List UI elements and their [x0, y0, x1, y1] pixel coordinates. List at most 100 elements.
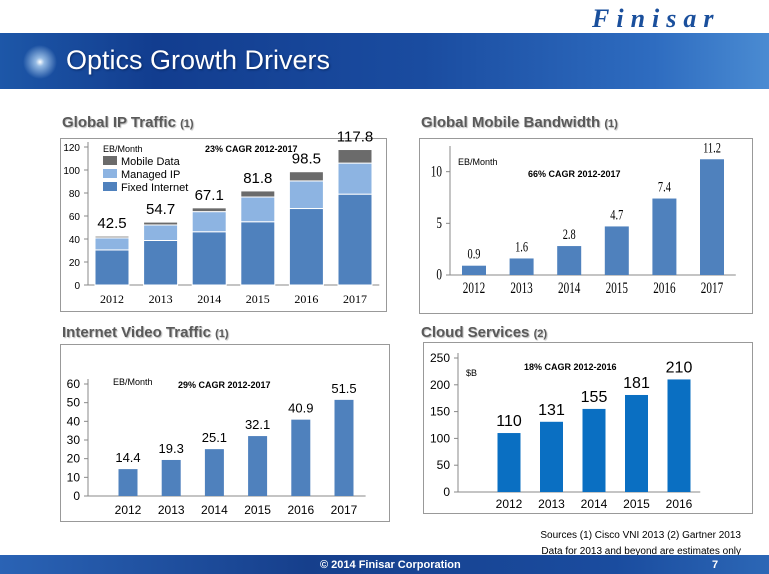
- cloud-value-label: 155: [581, 389, 608, 406]
- ip-bar-managed-ip: [191, 211, 227, 233]
- cloud-bar: [582, 408, 606, 492]
- video-value-label: 40.9: [288, 401, 313, 416]
- light-flare-decoration: [20, 42, 60, 82]
- ip-x-tick-label: 2012: [100, 292, 124, 306]
- mobile-value-label: 4.7: [610, 207, 623, 223]
- cloud-unit-label: $B: [466, 368, 477, 378]
- video-bar: [291, 419, 311, 496]
- ip-bar-mobile-data: [240, 190, 276, 198]
- ip-bar-mobile-data: [94, 235, 130, 239]
- mobile-x-tick-label: 2015: [606, 279, 628, 296]
- mobile-bar: [652, 198, 677, 275]
- ip-bar-managed-ip: [337, 162, 373, 195]
- mobile-bar: [462, 265, 486, 275]
- title-banner: [0, 33, 769, 89]
- ip-bar-managed-ip: [240, 196, 276, 223]
- ip-bar-fixed-internet: [240, 221, 276, 286]
- mobile-cagr-annotation: 66% CAGR 2012-2017: [528, 169, 621, 179]
- ip-unit-label: EB/Month: [103, 144, 143, 154]
- mobile-bar: [700, 159, 724, 275]
- ip-y-tick-label: 0: [74, 281, 80, 292]
- section-title-cloud: Cloud Services (2): [421, 324, 547, 341]
- ip-bar-mobile-data: [143, 221, 179, 226]
- cloud-value-label: 210: [666, 359, 693, 376]
- mobile-y-tick-label: 0: [436, 266, 442, 283]
- ip-x-tick-label: 2016: [294, 292, 318, 306]
- ip-cagr-annotation: 23% CAGR 2012-2017: [205, 144, 298, 154]
- video-x-tick-label: 2015: [244, 503, 271, 517]
- video-y-tick-label: 50: [67, 396, 81, 410]
- video-x-tick-label: 2017: [331, 503, 358, 517]
- ip-total-label: 54.7: [146, 201, 175, 218]
- video-bar: [248, 436, 268, 496]
- video-value-label: 14.4: [115, 450, 140, 465]
- video-bar: [161, 459, 181, 496]
- cloud-note: (2): [533, 328, 548, 340]
- video-x-tick-label: 2014: [201, 503, 228, 517]
- video-x-tick-label: 2013: [158, 503, 185, 517]
- video-bar: [118, 469, 138, 496]
- cloud-value-label: 181: [623, 375, 650, 392]
- page-title: Optics Growth Drivers: [66, 45, 331, 75]
- ip-note: (1): [180, 118, 194, 130]
- ip-bar-managed-ip: [143, 224, 179, 241]
- cloud-y-tick-label: 200: [430, 378, 450, 392]
- ip-bar-fixed-internet: [191, 231, 227, 286]
- mobile-value-label: 2.8: [563, 226, 576, 242]
- mobile-value-label: 11.2: [703, 139, 721, 155]
- video-y-tick-label: 10: [67, 470, 81, 484]
- ip-bar-mobile-data: [288, 171, 324, 182]
- cloud-y-tick-label: 150: [430, 405, 450, 419]
- ip-y-tick-label: 60: [69, 212, 81, 223]
- ip-bar-mobile-data: [337, 149, 373, 164]
- ip-total-label: 42.5: [97, 215, 126, 232]
- ip-bar-fixed-internet: [94, 249, 130, 286]
- ip-bar-managed-ip: [94, 237, 130, 251]
- mobile-bar: [604, 226, 629, 275]
- copyright: © 2014 Finisar Corporation: [320, 559, 461, 571]
- section-title-video: Internet Video Traffic (1): [62, 324, 229, 341]
- cloud-x-tick-label: 2012: [496, 497, 523, 511]
- mobile-x-tick-label: 2017: [701, 279, 723, 296]
- ip-x-tick-label: 2014: [197, 292, 221, 306]
- ip-total-label: 67.1: [195, 187, 224, 204]
- mobile-value-label: 1.6: [515, 239, 528, 255]
- cloud-y-tick-label: 0: [443, 485, 450, 499]
- finisar-logo: Finisar: [592, 4, 721, 33]
- ip-y-tick-label: 80: [69, 189, 81, 200]
- video-value-label: 51.5: [331, 381, 356, 396]
- ip-y-tick-label: 40: [69, 235, 81, 246]
- cloud-bar: [667, 379, 691, 492]
- video-title: Internet Video Traffic: [62, 324, 211, 341]
- section-title-ip: Global IP Traffic (1): [62, 114, 194, 131]
- cloud-title: Cloud Services: [421, 324, 530, 341]
- mobile-unit-label: EB/Month: [458, 157, 498, 167]
- video-y-tick-label: 30: [67, 433, 81, 447]
- ip-y-tick-label: 120: [63, 143, 80, 154]
- ip-x-tick-label: 2015: [246, 292, 270, 306]
- legend-label-mobile-data: Mobile Data: [121, 156, 181, 168]
- cloud-value-label: 131: [538, 402, 565, 419]
- estimates-note: Data for 2013 and beyond are estimates o…: [541, 546, 741, 557]
- legend-label-fixed-internet: Fixed Internet: [121, 182, 188, 194]
- cloud-y-tick-label: 250: [430, 351, 450, 365]
- mobile-title: Global Mobile Bandwidth: [421, 114, 601, 131]
- video-value-label: 19.3: [159, 441, 184, 456]
- page-number: 7: [712, 559, 719, 571]
- mobile-x-tick-label: 2013: [510, 279, 532, 296]
- ip-title: Global IP Traffic: [62, 114, 176, 131]
- video-unit-label: EB/Month: [113, 377, 153, 387]
- legend-swatch-fixed-internet: [103, 182, 117, 191]
- section-title-mobile: Global Mobile Bandwidth (1): [421, 114, 618, 131]
- cloud-bar: [497, 433, 521, 492]
- video-value-label: 32.1: [245, 417, 270, 432]
- cloud-x-tick-label: 2014: [581, 497, 608, 511]
- ip-total-label: 98.5: [292, 151, 321, 168]
- video-bar: [204, 449, 224, 496]
- cloud-bar: [625, 394, 648, 492]
- ip-bar-fixed-internet: [337, 193, 373, 286]
- mobile-bar: [557, 246, 582, 275]
- mobile-value-label: 0.9: [468, 246, 481, 262]
- mobile-note: (1): [604, 118, 618, 130]
- mobile-x-tick-label: 2012: [463, 279, 485, 296]
